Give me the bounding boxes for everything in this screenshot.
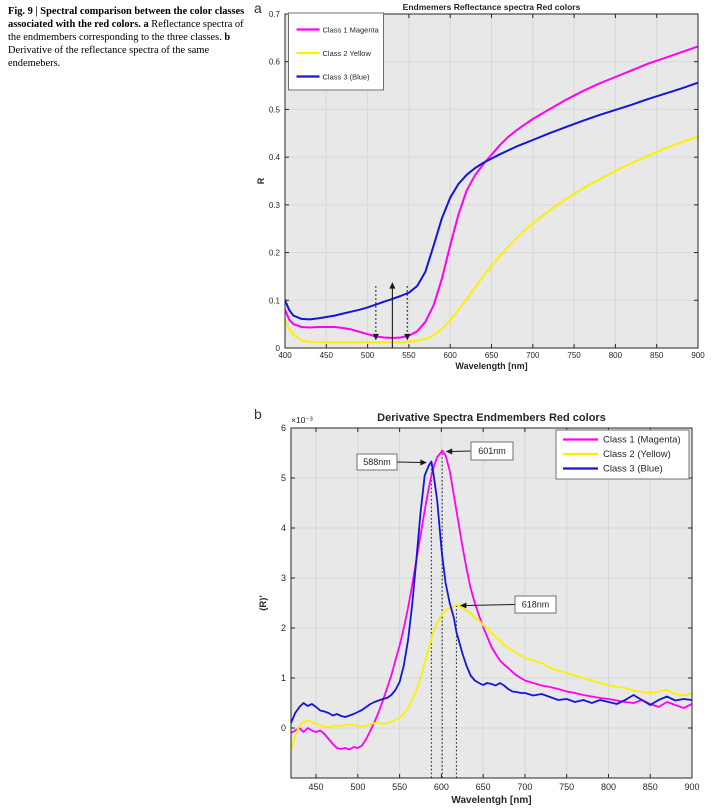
chart-title: Derivative Spectra Endmembers Red colors — [377, 412, 606, 424]
gridlines — [291, 427, 693, 778]
y-tick-label: 4 — [281, 523, 286, 533]
caption-panel-a-ref: a — [143, 19, 149, 31]
y-axis-multiplier: ×10⁻³ — [291, 415, 313, 425]
y-tick-label: 0 — [281, 723, 286, 733]
chart-canvas-derivative: 450 500 550 600 650 700 750 800 850 900 0 1 2 3 4 5 6 Der… — [258, 412, 700, 806]
x-tick-label: 500 — [361, 351, 375, 360]
panel-label-a: a — [254, 0, 262, 16]
annotation-588nm: 588nm — [356, 453, 427, 471]
annotation-label: 618nm — [522, 600, 550, 610]
x-tick-label: 750 — [567, 351, 581, 360]
series-line-class-3-blue — [291, 460, 692, 724]
legend-box — [555, 429, 690, 480]
plot-area — [291, 428, 692, 778]
x-tick-label: 650 — [476, 782, 491, 792]
x-tick-label: 500 — [350, 782, 365, 792]
x-tick-label: 700 — [526, 351, 540, 360]
x-tick-label: 600 — [444, 351, 458, 360]
arrowhead-icon — [389, 282, 396, 289]
series-group — [285, 45, 698, 344]
x-tick-label: 850 — [643, 782, 658, 792]
x-tick-label: 900 — [691, 351, 705, 360]
y-tick-label: 0 — [276, 344, 281, 353]
caption-panel-b-ref: b — [224, 32, 231, 44]
legend-entry-label: Class 3 (Blue) — [323, 73, 371, 82]
legend: Class 1 (Magenta) Class 2 (Yellow) Class 3… — [555, 429, 690, 480]
legend-entry-label: Class 1 Magenta — [323, 26, 380, 35]
annotation-618nm: 618nm — [459, 595, 557, 614]
series-line-class-3-blue — [285, 81, 698, 321]
y-tick-label: 3 — [281, 573, 286, 583]
legend: Class 1 Magenta Class 2 Yellow Class 3 (Bl… — [288, 12, 384, 91]
arrowhead-icon — [404, 333, 411, 341]
annotation-box — [514, 595, 557, 614]
series-line-class-1-magenta — [285, 45, 698, 339]
x-tick-label: 550 — [402, 351, 416, 360]
annotation-box — [356, 453, 398, 471]
arrowhead-icon — [420, 459, 427, 466]
legend-entry-label: Class 2 Yellow — [323, 49, 372, 58]
arrowhead-icon — [372, 333, 379, 341]
x-tick-label: 650 — [485, 351, 499, 360]
x-axis-label: Wavelentgh [nm] — [451, 795, 531, 806]
annotation-box — [470, 441, 514, 461]
caption-text-b: Derivative of the reflectance spectra of… — [8, 45, 210, 70]
x-tick-label: 750 — [559, 782, 574, 792]
series-line-class-2-yellow — [291, 603, 692, 752]
figure-caption: Fig. 9 | Spectral comparison between the… — [8, 5, 248, 71]
annotation-arrow-line — [465, 604, 516, 606]
y-axis-label: (R)' — [258, 595, 269, 610]
x-tick-label: 800 — [609, 351, 623, 360]
x-tick-label: 450 — [320, 351, 334, 360]
y-tick-label: 0.4 — [269, 153, 281, 162]
x-tick-label: 600 — [434, 782, 449, 792]
annotation-601nm: 601nm — [445, 441, 514, 461]
x-tick-label: 700 — [517, 782, 532, 792]
annotation-label: 588nm — [363, 457, 391, 467]
x-axis-label: Wavelength [nm] — [455, 361, 527, 371]
annotation-arrow-line — [451, 450, 472, 452]
series-line-class-2-yellow — [285, 135, 698, 344]
chart-derivative: 450 500 550 600 650 700 750 800 850 900 0 1 2 3 4 5 6 Der… — [0, 405, 712, 809]
y-tick-label: 0.6 — [269, 58, 281, 67]
legend-entry-label: Class 1 (Magenta) — [603, 435, 681, 446]
y-tick-label: 5 — [281, 473, 286, 483]
y-tick-label: 2 — [281, 623, 286, 633]
plot-border — [290, 427, 693, 779]
series-group — [291, 449, 692, 752]
y-tick-label: 1 — [281, 673, 286, 683]
y-axis-label: R — [256, 177, 266, 184]
chart-title: Endmemers Reflectance spectra Red colors — [403, 2, 581, 12]
annotation-arrow-line — [396, 461, 421, 463]
arrowhead-icon — [459, 602, 467, 609]
x-tick-label: 400 — [278, 351, 292, 360]
x-tick-label: 800 — [601, 782, 616, 792]
x-tick-label: 900 — [684, 782, 699, 792]
annotation-label: 601nm — [478, 446, 506, 456]
y-tick-label: 0.1 — [269, 296, 281, 305]
y-tick-label: 0.3 — [269, 201, 281, 210]
y-tick-label: 0.5 — [269, 105, 281, 114]
y-tick-label: 0.7 — [269, 10, 281, 19]
legend-entry-label: Class 2 (Yellow) — [603, 449, 671, 460]
panel-label-b: b — [254, 406, 262, 422]
caption-text-a: Reflectance spectra of the endmembers co… — [8, 19, 244, 44]
tick-marks — [284, 13, 699, 349]
arrowhead-icon — [445, 448, 453, 455]
y-tick-label: 0.2 — [269, 249, 281, 258]
x-tick-label: 550 — [392, 782, 407, 792]
series-line-class-1-magenta — [291, 449, 692, 751]
caption-title: Fig. 9 | Spectral comparison between the… — [8, 6, 245, 31]
legend-entry-label: Class 3 (Blue) — [603, 464, 663, 475]
x-tick-label: 850 — [650, 351, 664, 360]
chart-reflectance: 400 450 500 550 600 650 700 750 800 850 900 0 0.1 0.2… — [256, 2, 705, 371]
x-tick-label: 450 — [309, 782, 324, 792]
y-tick-label: 6 — [281, 423, 286, 433]
chart-canvas-reflectance: 400 450 500 550 600 650 700 750 800 850 900 0 0.1 0.2… — [256, 2, 705, 371]
